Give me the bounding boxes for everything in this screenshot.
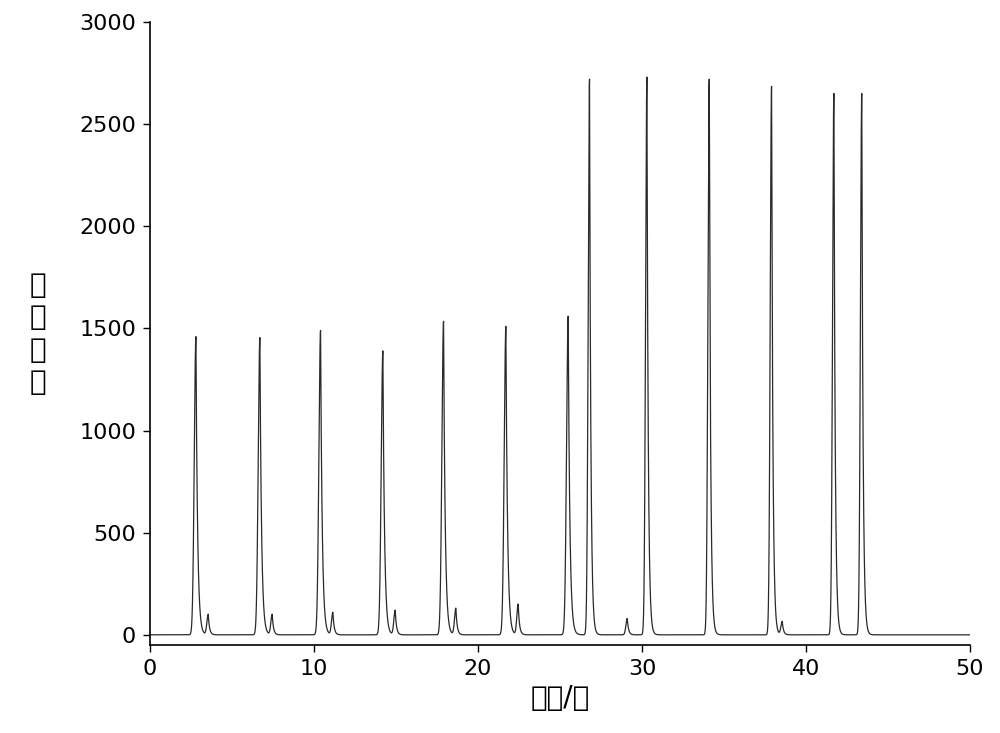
Y-axis label: 发
光
强
度: 发 光 强 度 [29, 271, 46, 396]
X-axis label: 时间/秒: 时间/秒 [530, 685, 590, 712]
